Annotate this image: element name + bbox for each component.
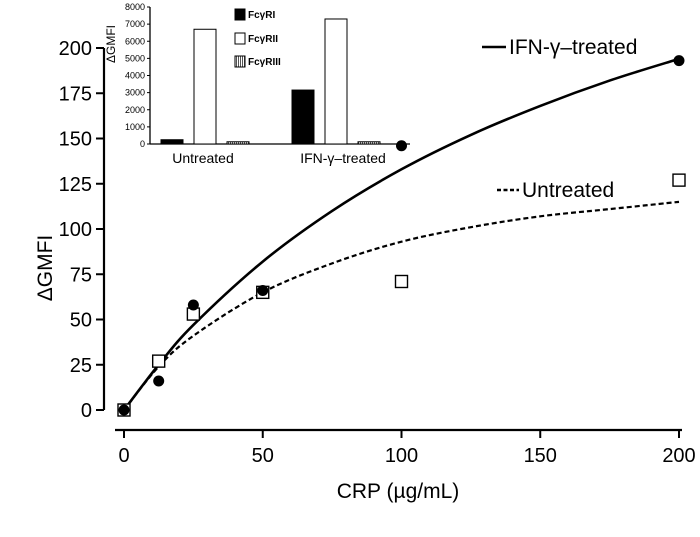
inset-legend-swatch <box>234 8 246 21</box>
y-tick-label: 200 <box>59 38 92 60</box>
inset-category-label-ifn: IFN-γ–treated <box>300 150 386 166</box>
inset-legend-label: FcγRII <box>248 34 278 45</box>
x-tick-label: 100 <box>385 445 418 467</box>
inset-bar <box>193 28 217 145</box>
x-tick-label: 0 <box>118 445 129 467</box>
legend: IFN-γ–treated Untreated <box>482 36 637 202</box>
x-tick-label: 50 <box>252 445 274 467</box>
x-tick-label: 200 <box>662 445 695 467</box>
point-ifn <box>153 375 165 387</box>
fit-line-untreated <box>123 200 680 411</box>
x-tick-label: 150 <box>524 445 557 467</box>
main-plot: 0 50 100 150 200 0 25 50 75 100 125 150 175 200 CRP … <box>34 36 696 503</box>
y-tick-label: 125 <box>59 174 92 196</box>
inset-y-tick-label: 3000 <box>125 88 145 98</box>
point-ifn <box>396 140 407 152</box>
inset-legend-swatch <box>234 32 246 45</box>
point-ifn <box>187 299 199 311</box>
inset-y-ticks: 0 1000 2000 3000 4000 5000 6000 7000 8000 <box>125 2 150 149</box>
y-tick-label: 150 <box>59 129 92 151</box>
inset-y-axis-title: ΔGMFI <box>104 25 118 63</box>
y-tick-label: 25 <box>70 355 92 377</box>
inset-bar <box>291 89 315 145</box>
legend-label-untreated: Untreated <box>522 179 614 202</box>
y-tick-label: 100 <box>59 219 92 241</box>
inset-y-tick-label: 2000 <box>125 105 145 115</box>
fit-line-ifn <box>122 57 680 411</box>
point-ifn <box>118 404 130 416</box>
inset-y-tick-label: 8000 <box>125 2 145 12</box>
inset-y-tick-label: 4000 <box>125 71 145 81</box>
fit-lines <box>122 57 680 411</box>
point-untreated <box>151 354 166 368</box>
y-tick-label: 50 <box>70 310 92 332</box>
inset-legend-label: FcγRI <box>248 10 275 21</box>
inset-y-tick-label: 6000 <box>125 36 145 46</box>
inset-bar <box>226 141 250 145</box>
x-ticks: 0 50 100 150 200 <box>118 430 696 467</box>
y-axis-title: ΔGMFI <box>34 235 57 302</box>
inset-bar <box>324 18 348 145</box>
y-tick-label: 0 <box>81 400 92 422</box>
point-ifn <box>673 55 685 67</box>
data-points <box>117 55 686 417</box>
legend-label-ifn: IFN-γ–treated <box>509 36 637 59</box>
inset-legend-swatch <box>234 55 246 68</box>
x-axis-title: CRP (µg/mL) <box>337 480 460 503</box>
inset-legend-label: FcγRIII <box>248 57 281 68</box>
inset-bar <box>357 141 381 145</box>
point-untreated <box>394 274 409 289</box>
inset-bar <box>160 139 184 145</box>
inset-bars <box>160 18 381 145</box>
y-ticks: 0 25 50 75 100 125 150 175 200 <box>59 38 104 422</box>
point-ifn <box>257 285 269 297</box>
inset-legend: FcγRI FcγRII FcγRIII <box>234 8 281 68</box>
inset-y-tick-label: 7000 <box>125 19 145 29</box>
point-untreated <box>672 173 686 187</box>
inset-y-tick-label: 1000 <box>125 122 145 132</box>
inset-y-tick-label: 0 <box>140 139 145 149</box>
inset-y-tick-label: 5000 <box>125 53 145 63</box>
y-tick-label: 175 <box>59 83 92 105</box>
y-tick-label: 75 <box>70 264 92 286</box>
inset-category-label-untreated: Untreated <box>172 150 233 166</box>
